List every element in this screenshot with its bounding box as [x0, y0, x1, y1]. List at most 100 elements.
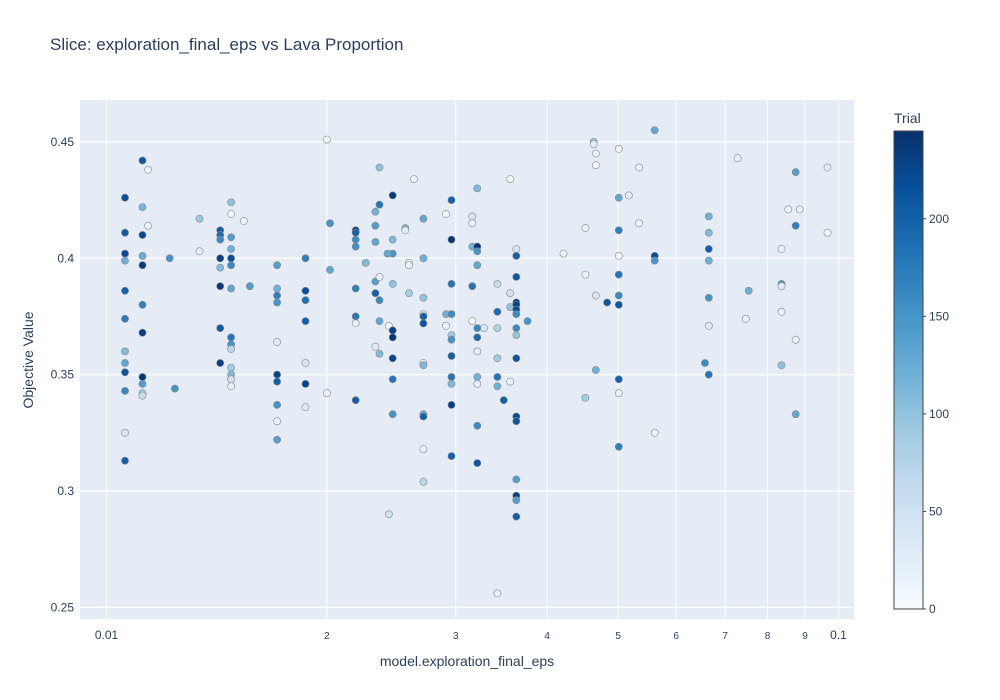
data-point: [165, 254, 174, 263]
data-point: [614, 251, 623, 260]
x-tick-label: 0.01: [95, 628, 119, 642]
data-point: [447, 335, 456, 344]
data-point: [301, 254, 310, 263]
colorbar: Trial 0 50 100 150 200: [893, 110, 949, 616]
plot-area[interactable]: [80, 100, 854, 619]
data-point: [121, 256, 129, 265]
data-point: [512, 331, 521, 339]
colorbar-ticks: 0 50 100 150 200: [923, 212, 949, 616]
data-point: [273, 298, 281, 307]
data-point: [704, 228, 713, 237]
data-point: [473, 333, 482, 342]
data-point: [791, 221, 800, 230]
data-point: [473, 421, 482, 430]
data-point: [273, 377, 281, 386]
data-point: [473, 347, 482, 356]
data-point: [650, 126, 659, 135]
data-point: [704, 321, 713, 330]
data-point: [138, 261, 147, 270]
data-point: [447, 235, 456, 244]
y-tick-label: 0.25: [51, 600, 75, 614]
data-point: [614, 389, 623, 398]
data-point: [468, 219, 477, 228]
data-point: [493, 589, 502, 598]
data-point: [227, 210, 235, 218]
colorbar-tick-label: 50: [929, 504, 943, 518]
data-point: [419, 477, 428, 486]
x-tick-label: 2: [324, 631, 330, 642]
data-point: [138, 328, 147, 337]
data-point: [144, 221, 153, 230]
data-point: [624, 191, 633, 200]
data-point: [273, 435, 281, 444]
data-point: [401, 226, 410, 235]
data-point: [388, 279, 397, 288]
data-point: [823, 228, 832, 237]
data-point: [216, 359, 225, 367]
data-point: [138, 156, 147, 165]
data-point: [473, 261, 482, 270]
colorbar-tick-label: 100: [929, 407, 949, 421]
data-point: [777, 245, 786, 253]
data-point: [499, 396, 508, 405]
data-point: [512, 354, 521, 363]
data-point: [614, 442, 623, 451]
data-point: [384, 510, 393, 519]
data-point: [791, 410, 800, 419]
scatter-points: [121, 126, 832, 598]
data-point: [239, 217, 248, 225]
data-point: [447, 352, 456, 360]
data-point: [823, 163, 832, 172]
data-point: [121, 347, 129, 356]
data-point: [138, 379, 147, 388]
data-point: [791, 335, 800, 344]
data-point: [371, 207, 380, 216]
data-point: [301, 286, 310, 295]
data-point: [419, 254, 428, 263]
data-point: [227, 233, 235, 242]
data-point: [227, 345, 235, 353]
data-point: [635, 219, 643, 228]
data-point: [388, 410, 397, 419]
data-point: [506, 377, 515, 386]
data-point: [170, 384, 179, 393]
data-point: [493, 354, 502, 363]
data-point: [351, 312, 360, 321]
data-point: [375, 296, 384, 305]
data-point: [512, 272, 521, 281]
x-tick-label: 8: [765, 631, 771, 642]
data-point: [351, 284, 360, 293]
data-point: [227, 375, 235, 384]
data-point: [650, 428, 659, 437]
data-point: [273, 284, 281, 293]
data-point: [784, 205, 793, 214]
data-point: [791, 168, 800, 176]
x-axis-title: model.exploration_final_eps: [380, 653, 554, 669]
colorbar-gradient: [893, 130, 924, 610]
data-point: [704, 293, 713, 302]
data-point: [138, 373, 147, 381]
data-point: [512, 324, 521, 332]
x-tick-label: 0.1: [830, 628, 847, 642]
data-point: [589, 140, 598, 149]
data-point: [121, 193, 129, 202]
data-point: [361, 258, 370, 267]
data-point: [704, 256, 713, 265]
data-point: [371, 289, 380, 298]
data-point: [216, 324, 225, 332]
data-point: [371, 221, 380, 230]
data-point: [473, 184, 482, 193]
data-point: [227, 254, 235, 263]
data-point: [447, 373, 456, 381]
data-point: [523, 317, 532, 325]
data-point: [144, 165, 153, 174]
data-point: [419, 361, 428, 370]
data-point: [591, 291, 600, 300]
data-point: [704, 245, 713, 253]
data-point: [447, 379, 456, 388]
y-tick-label: 0.3: [57, 484, 74, 498]
data-point: [603, 298, 611, 307]
data-point: [121, 386, 129, 395]
colorbar-tick-label: 0: [929, 602, 936, 616]
data-point: [121, 456, 129, 465]
